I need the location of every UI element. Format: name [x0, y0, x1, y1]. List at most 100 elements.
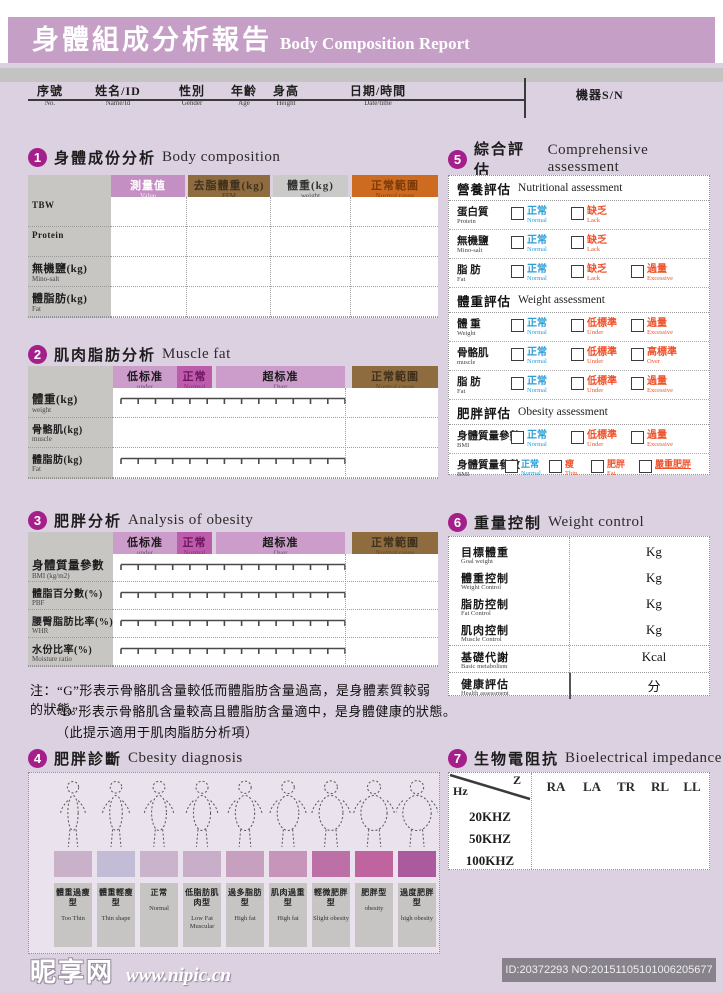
weight-control-box: 目標體重 Goal weight Kg 體重控制 Weight Control Kg 脂肪控…: [448, 536, 710, 699]
obesity-diagnosis-box: 體重過瘦型 Too Thin 體重輕瘦型 Thin shape 正常 Normal 低脂肪肌…: [28, 772, 440, 954]
checkbox-1-3-1[interactable]: [511, 265, 524, 278]
weight-control-row: 肌肉控制 Muscle Control Kg: [449, 619, 709, 646]
checkbox-1-1-2[interactable]: [571, 207, 584, 220]
checkbox-2-1-1[interactable]: [511, 319, 524, 332]
report-banner: 身體組成分析報告 Body Composition Report: [8, 17, 715, 63]
note-line-3: （此提示適用于肌肉脂肪分析項）: [56, 725, 259, 740]
diagnosis-label-9: 過度肥胖型 high obesity: [398, 883, 436, 947]
assessment-row: 身體質量參數 BMI 正常 Normal 瘦 Thin 肥胖 Fat 嚴重肥胖: [449, 454, 709, 482]
assessment-option: 過量 Excessive: [631, 430, 673, 448]
option-label: 正常 Normal: [521, 459, 541, 477]
option-label: 正常 Normal: [527, 376, 547, 394]
assessment-option: 正常 Normal: [511, 347, 547, 365]
option-label: 過量 Excessive: [647, 376, 673, 394]
label-column: 身體質量參數 BMI (kg/m2) 體脂百分數(%) PBF 腰臀脂肪比率(%) WHR…: [28, 532, 113, 667]
hz-z-corner: Hz Z: [449, 773, 531, 801]
assessment-row-label: 身體質量參數 BMI: [457, 460, 520, 478]
table-grid-line: [270, 197, 271, 317]
row-label: 體脂百分數(%) PBF: [28, 582, 113, 610]
checkbox-1-1-1[interactable]: [511, 207, 524, 220]
checkbox-2-2-2[interactable]: [571, 348, 584, 361]
impedance-col-RL: RL: [650, 779, 670, 794]
section-1-badge: 1: [28, 147, 47, 167]
assessment-row-label: 蛋白質 Protein: [457, 207, 489, 225]
value-cell-row: [111, 227, 438, 257]
row-label: TBW: [28, 197, 111, 227]
diagnosis-swatch-1: [54, 851, 92, 877]
section-7-title: 7 生物電阻抗 Bioelectrical impedance: [448, 748, 722, 768]
option-label: 瘦 Thin: [565, 459, 578, 477]
measure-scale: [120, 615, 346, 633]
assessment-option: 瘦 Thin: [549, 459, 577, 477]
column-header: 體重(kg) weight: [273, 175, 348, 200]
body-figure-icon: [353, 779, 395, 849]
note-line-1: 注：“G”形表示骨骼肌含量較低而體脂肪含量過高，是身體素質較弱的狀態。: [30, 683, 431, 717]
unit-label: Kg: [646, 596, 662, 611]
assessment-option: 過量 Excessive: [631, 376, 673, 394]
watermark-logo: 昵享网: [30, 958, 115, 987]
section-2-badge: 2: [28, 344, 47, 364]
section-6-title: 6 重量控制 Weight control: [448, 512, 644, 532]
assessment-row-label: 身體質量參數 BMI: [457, 431, 520, 449]
checkbox-3-2-1[interactable]: [505, 460, 518, 473]
row-label: 骨骼肌(kg) muscle: [28, 418, 113, 448]
option-label: 高標準 Over: [647, 347, 677, 365]
checkbox-3-1-1[interactable]: [511, 431, 524, 444]
s6-divider: [569, 537, 570, 693]
weight-control-label: 肌肉控制 Muscle Control: [461, 625, 509, 643]
scale-row: [113, 388, 438, 418]
checkbox-3-2-3[interactable]: [591, 460, 604, 473]
checkbox-2-1-3[interactable]: [631, 319, 644, 332]
checkbox-1-3-3[interactable]: [631, 265, 644, 278]
watermark-id: ID:20372293 NO:20151105101006205677: [502, 958, 716, 982]
checkbox-2-2-3[interactable]: [631, 348, 644, 361]
info-field-2: 姓名/ID Name/Id: [95, 84, 141, 107]
weight-control-label: 健康評估 Health assessment: [461, 679, 509, 697]
checkbox-3-1-3[interactable]: [631, 431, 644, 444]
option-label: 低標準 Under: [587, 347, 617, 365]
checkbox-2-3-1[interactable]: [511, 377, 524, 390]
info-field-5: 身高 Height: [272, 84, 299, 107]
row-label: 體脂肪(kg) Fat: [28, 287, 111, 317]
weight-control-row: 體重控制 Weight Control Kg: [449, 567, 709, 593]
option-label: 缺乏 Lack: [587, 206, 607, 224]
row-label: 身體質量參數 BMI (kg/m2): [28, 554, 113, 582]
table-grid-line: [350, 197, 351, 317]
checkbox-1-2-1[interactable]: [511, 236, 524, 249]
value-cell-row: [111, 287, 438, 317]
s7-divider: [531, 773, 532, 869]
s1-label-column: TBW Protein 無機鹽(kg) Mino-salt 體脂肪(kg) Fat: [28, 175, 111, 318]
checkbox-3-2-2[interactable]: [549, 460, 562, 473]
assessment-row: 身體質量參數 BMI 正常 Normal 低標準 Under 過量 Excessive: [449, 425, 709, 454]
scale-row: [113, 582, 438, 610]
weight-control-row: 目標體重 Goal weight Kg: [449, 541, 709, 567]
info-field-6: 日期/時間 Date/time: [349, 84, 407, 107]
assessment-option: 嚴重肥胖: [639, 459, 691, 473]
checkbox-2-3-3[interactable]: [631, 377, 644, 390]
checkbox-2-3-2[interactable]: [571, 377, 584, 390]
assessment-row-label: 無機鹽 Mino-salt: [457, 236, 489, 254]
section-3-badge: 3: [28, 510, 47, 530]
value-cell-row: [111, 197, 438, 227]
table-grid-line: [186, 197, 187, 317]
checkbox-3-1-2[interactable]: [571, 431, 584, 444]
checkbox-3-2-4[interactable]: [639, 460, 652, 473]
assessment-row: 脂 肪 Fat 正常 Normal 缺乏 Lack 過量 Excessive: [449, 259, 709, 288]
diagnosis-label-4: 低脂肪肌肉型 Low Fat Muscular: [183, 883, 221, 947]
assessment-row: 蛋白質 Protein 正常 Normal 缺乏 Lack: [449, 201, 709, 230]
option-label: 肥胖 Fat: [607, 459, 626, 477]
range-band-1: 低标准 under: [113, 366, 177, 391]
measure-scale: [120, 453, 346, 471]
checkbox-2-1-2[interactable]: [571, 319, 584, 332]
divider-bar: [0, 68, 723, 82]
impedance-col-TR: TR: [616, 779, 636, 794]
option-label: 正常 Normal: [527, 235, 547, 253]
checkbox-1-2-2[interactable]: [571, 236, 584, 249]
checkbox-1-3-2[interactable]: [571, 265, 584, 278]
diagnosis-swatch-7: [312, 851, 350, 877]
checkbox-2-2-1[interactable]: [511, 348, 524, 361]
row-label: 無機鹽(kg) Mino-salt: [28, 257, 111, 287]
weight-control-row: 健康評估 Health assessment 分: [449, 673, 709, 699]
watermark-url: www.nipic.cn: [126, 965, 231, 986]
column-header: 測量值 Value: [111, 175, 185, 200]
